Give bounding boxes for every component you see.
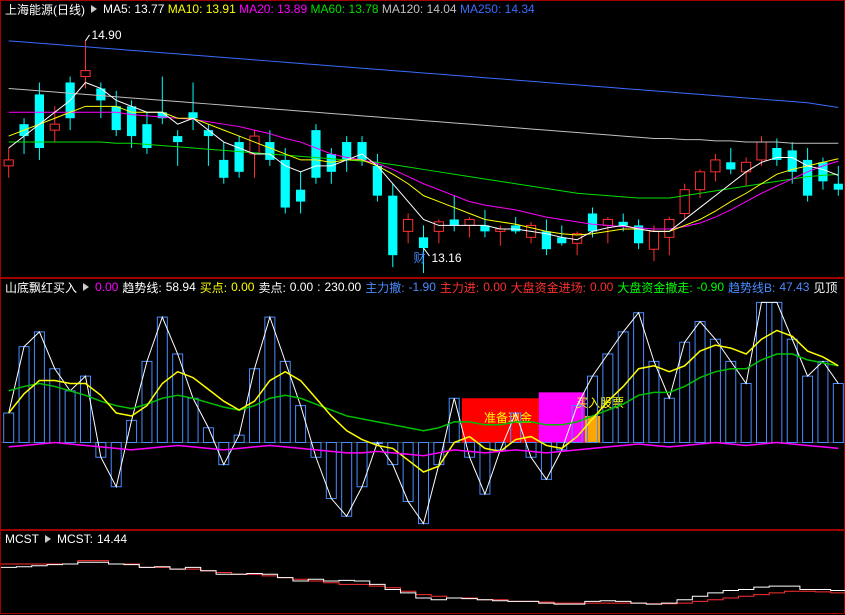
ind-label-15: 0.00 [590,280,613,294]
ind-label-18: 趋势线B: [728,279,775,296]
ind-dropdown-icon[interactable] [83,283,89,291]
main-chart-panel: 上海能源(日线) MA5: 13.77 MA10: 13.91 MA20: 13… [0,0,845,278]
mcst-label: MCST: [57,532,93,546]
main-header: 上海能源(日线) MA5: 13.77 MA10: 13.91 MA20: 13… [1,1,535,17]
svg-text:财: 财 [414,251,426,265]
indicator-chart[interactable]: 准备现金买入股票 [1,295,845,531]
ind-label-6: 卖点: [258,279,285,296]
ind-label-5: 0.00 [231,280,254,294]
ind-label-4: 买点: [200,279,227,296]
candlestick-chart[interactable]: 14.90 13.16 财 [1,17,845,279]
mcst-title: MCST [5,532,39,546]
ind-label-14: 大盘资金进场: [511,279,586,296]
ind-label-2: 趋势线: [122,279,161,296]
svg-text:13.16: 13.16 [432,251,462,265]
mcst-chart[interactable] [1,547,845,615]
stock-title: 上海能源(日线) [5,1,85,18]
indicator-header: 山底飘红买入 0.00 趋势线: 58.94 买点: 0.00 卖点: 0.00… [1,279,837,295]
ma-label-ma20: MA20: 13.89 [239,2,307,16]
ma-label-ma5: MA5: 13.77 [103,2,164,16]
ind-label-11: -1.90 [409,280,436,294]
svg-text:买入股票: 买入股票 [576,396,624,410]
ind-label-3: 58.94 [166,280,196,294]
dropdown-icon[interactable] [91,5,97,13]
mcst-panel: MCST MCST: 14.44 [0,530,845,614]
ind-label-20: 见顶 [813,279,837,296]
mcst-header: MCST MCST: 14.44 [1,531,127,547]
indicator-panel: 山底飘红买入 0.00 趋势线: 58.94 买点: 0.00 卖点: 0.00… [0,278,845,530]
ind-label-9: 230.00 [325,280,362,294]
ind-label-16: 大盘资金撤走: [617,279,692,296]
ind-label-13: 0.00 [483,280,506,294]
ind-label-7: 0.00 [290,280,313,294]
ind-label-19: 47.43 [779,280,809,294]
ma-label-ma60: MA60: 13.78 [311,2,379,16]
ind-label-8: : [317,280,320,294]
svg-text:14.90: 14.90 [92,28,122,42]
ma-label-ma120: MA120: 14.04 [382,2,457,16]
ind-label-1: 0.00 [95,280,118,294]
ind-label-12: 主力进: [440,279,479,296]
mcst-dropdown-icon[interactable] [45,535,51,543]
ind-label-17: -0.90 [697,280,724,294]
ma-label-ma10: MA10: 13.91 [168,2,236,16]
ma-label-ma250: MA250: 14.34 [460,2,535,16]
mcst-value: 14.44 [97,532,127,546]
ind-label-0: 山底飘红买入 [5,279,77,296]
ind-label-10: 主力撤: [365,279,404,296]
